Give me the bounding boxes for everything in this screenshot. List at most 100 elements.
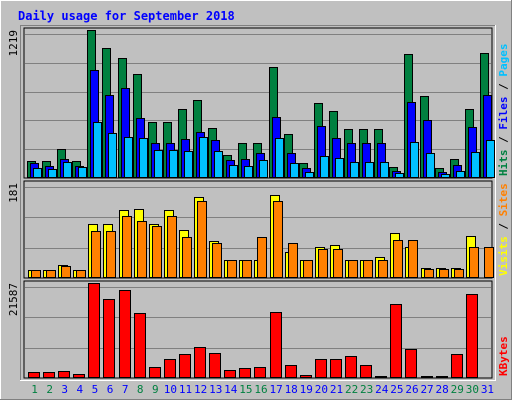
panel-kbytes-legend: KBytes	[497, 336, 510, 376]
bar-kbytes-day-29	[451, 354, 463, 378]
legend-part: /	[497, 130, 510, 150]
bar-pages-day-26	[410, 142, 419, 178]
bar-sites-day-11	[182, 237, 192, 278]
day-label-4: 4	[77, 383, 84, 396]
bar-pages-day-27	[426, 153, 435, 178]
bar-kbytes-day-17	[270, 312, 282, 378]
bar-pages-day-13	[214, 151, 223, 178]
bar-pages-day-6	[108, 133, 117, 178]
bar-kbytes-day-12	[194, 347, 206, 378]
bar-pages-day-14	[229, 165, 238, 178]
bar-kbytes-day-25	[390, 304, 402, 378]
bar-sites-day-14	[227, 260, 237, 278]
bar-kbytes-day-15	[239, 368, 251, 378]
legend-part: /	[497, 77, 510, 97]
day-label-21: 21	[330, 383, 343, 396]
legend-part: /	[497, 216, 510, 236]
bar-pages-day-31	[486, 140, 495, 178]
bar-kbytes-day-10	[164, 359, 176, 378]
day-label-12: 12	[194, 383, 207, 396]
day-label-18: 18	[285, 383, 298, 396]
day-label-14: 14	[224, 383, 238, 396]
bar-pages-day-2	[48, 169, 57, 178]
bar-kbytes-day-14	[224, 370, 236, 378]
day-label-25: 25	[390, 383, 403, 396]
bar-sites-day-2	[46, 270, 56, 278]
bar-kbytes-day-19	[300, 375, 312, 378]
bar-kbytes-day-2	[43, 372, 55, 378]
bar-pages-day-18	[290, 163, 299, 178]
bar-kbytes-day-7	[119, 290, 131, 378]
bar-sites-day-25	[393, 240, 403, 278]
day-label-10: 10	[164, 383, 177, 396]
legend-part: Visits	[497, 236, 510, 276]
day-label-17: 17	[269, 383, 282, 396]
day-label-15: 15	[239, 383, 252, 396]
day-label-30: 30	[466, 383, 479, 396]
bar-pages-day-20	[320, 156, 329, 178]
bar-pages-day-4	[78, 167, 87, 178]
bar-sites-day-5	[91, 231, 101, 278]
bar-pages-day-28	[441, 174, 450, 178]
bar-kbytes-day-22	[345, 356, 357, 378]
bar-kbytes-day-9	[149, 367, 161, 378]
bar-sites-day-12	[197, 201, 207, 278]
day-label-5: 5	[92, 383, 99, 396]
day-label-9: 9	[152, 383, 159, 396]
bar-pages-day-7	[124, 137, 133, 178]
bar-kbytes-day-28	[436, 376, 448, 378]
bar-pages-day-22	[350, 162, 359, 178]
bar-kbytes-day-18	[285, 365, 297, 378]
bar-sites-day-4	[76, 270, 86, 278]
bar-pages-day-12	[199, 137, 208, 178]
bar-kbytes-day-21	[330, 359, 342, 378]
bar-kbytes-day-8	[134, 313, 146, 378]
bar-kbytes-day-6	[103, 299, 115, 378]
bar-sites-day-9	[152, 226, 162, 278]
day-label-29: 29	[451, 383, 464, 396]
panel-visits-max-label: 181	[7, 183, 20, 203]
bar-pages-day-3	[63, 162, 72, 178]
legend-part: Sites	[497, 183, 510, 216]
bar-sites-day-24	[378, 260, 388, 278]
bar-sites-day-7	[122, 216, 132, 278]
chart-title: Daily usage for September 2018	[18, 9, 235, 23]
day-label-20: 20	[315, 383, 328, 396]
day-label-27: 27	[420, 383, 433, 396]
bar-kbytes-day-20	[315, 359, 327, 378]
day-label-1: 1	[31, 383, 38, 396]
legend-part: Files	[497, 97, 510, 130]
day-label-19: 19	[300, 383, 313, 396]
panel-visits-legend: Visits / Sites	[497, 183, 510, 276]
bar-kbytes-day-27	[421, 376, 433, 378]
bar-pages-day-1	[33, 168, 42, 178]
day-label-6: 6	[107, 383, 114, 396]
bar-kbytes-day-16	[254, 367, 266, 378]
day-label-31: 31	[481, 383, 494, 396]
panel-hits: 1219 Hits / Files / Pages	[7, 27, 510, 179]
bar-pages-day-23	[365, 162, 374, 178]
day-label-3: 3	[61, 383, 68, 396]
day-label-13: 13	[209, 383, 222, 396]
bar-sites-day-17	[273, 201, 283, 278]
bar-pages-day-9	[154, 150, 163, 178]
day-label-23: 23	[360, 383, 373, 396]
bar-kbytes-day-4	[73, 374, 85, 378]
bar-pages-day-29	[456, 171, 465, 178]
day-label-24: 24	[375, 383, 389, 396]
bar-pages-day-24	[380, 162, 389, 178]
day-label-28: 28	[436, 383, 449, 396]
bar-pages-day-5	[93, 122, 102, 178]
bar-sites-day-18	[288, 243, 298, 278]
bar-sites-day-15	[242, 260, 252, 278]
day-label-22: 22	[345, 383, 358, 396]
bar-sites-day-29	[454, 269, 464, 278]
bar-pages-day-25	[395, 173, 404, 178]
day-label-26: 26	[405, 383, 418, 396]
bar-sites-day-1	[31, 270, 41, 278]
bar-sites-day-26	[408, 240, 418, 278]
bar-pages-day-16	[259, 160, 268, 178]
bar-pages-day-11	[184, 151, 193, 178]
bar-sites-day-13	[212, 243, 222, 278]
